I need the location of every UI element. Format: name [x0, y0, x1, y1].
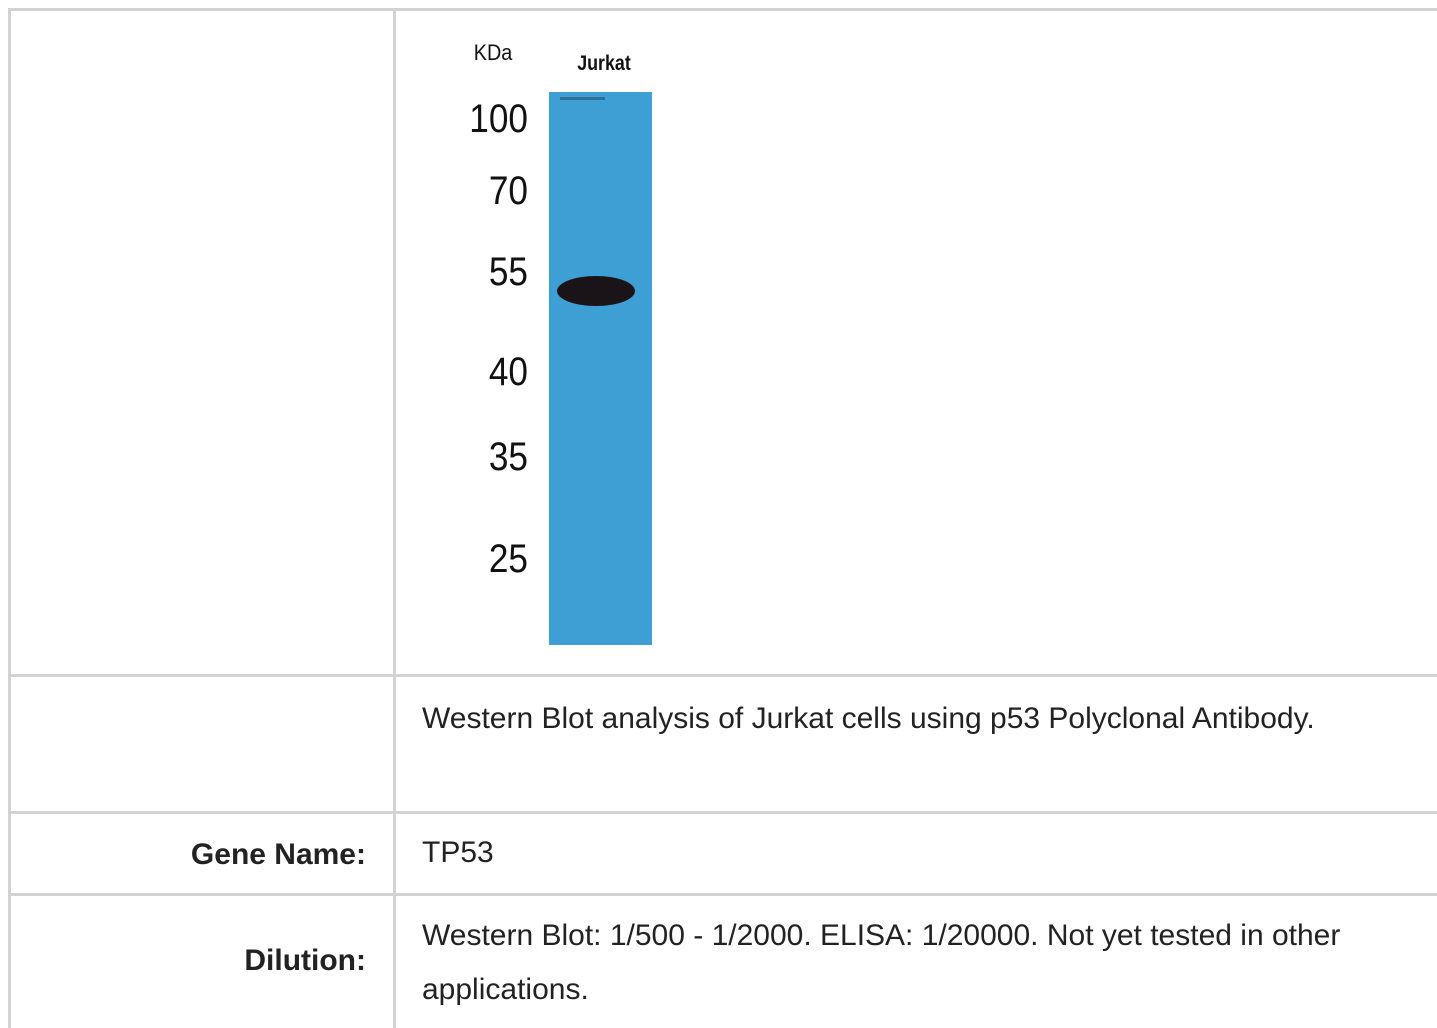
marker-label: 40 — [489, 349, 528, 394]
unit-label: KDa — [474, 41, 513, 65]
faint-band — [560, 97, 605, 100]
marker-label: 25 — [489, 536, 528, 581]
marker-labels: 100 70 55 40 35 25 — [469, 96, 528, 581]
marker-label: 35 — [489, 434, 528, 479]
caption-text: Western Blot analysis of Jurkat cells us… — [422, 702, 1315, 735]
protein-band — [557, 276, 635, 306]
table-border — [8, 8, 1437, 11]
marker-label: 70 — [489, 168, 528, 213]
marker-label: 55 — [489, 249, 528, 294]
row-value: Western Blot: 1/500 - 1/2000. ELISA: 1/2… — [422, 919, 1341, 1006]
blot-lane — [549, 92, 652, 645]
table-border — [8, 8, 11, 1028]
table-border — [8, 674, 1437, 677]
row-label: Gene Name: — [190, 838, 366, 871]
row-value: TP53 — [422, 836, 494, 869]
western-blot-image: KDa Jurkat 100 70 55 40 35 25 — [469, 41, 652, 645]
table-border — [393, 8, 396, 1028]
table-border — [8, 893, 1437, 896]
table-border — [8, 811, 1437, 814]
row-label: Dilution: — [244, 944, 366, 977]
marker-label: 100 — [469, 96, 528, 141]
lane-label: Jurkat — [577, 52, 631, 76]
